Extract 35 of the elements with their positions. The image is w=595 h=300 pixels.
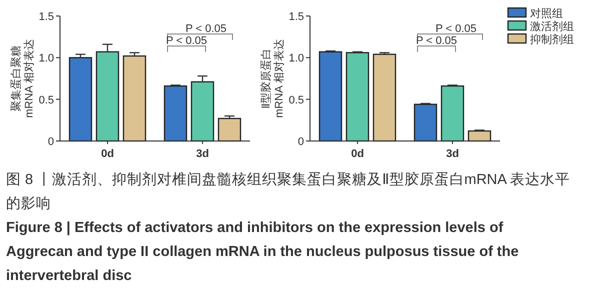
y-tick-label: 1.0 [288,52,304,65]
bar [218,118,242,142]
y-axis-title: Ⅱ型胶原蛋白 mRNA 相对表达 [260,39,286,118]
annotation: P < 0.05 [435,23,477,35]
y-tick-label: 1.5 [38,11,54,23]
bar [468,130,492,142]
x-tick-label: 3d [446,148,459,160]
annotation: P < 0.05 [185,23,227,35]
y-tick-label: 1.5 [288,11,304,23]
bar [96,51,120,142]
y-tick-label: 0 [298,136,304,148]
bar [190,81,214,142]
legend-label: 激活剂组 [530,20,574,33]
y-axis-title: 聚集蛋白聚糖 mRNA 相对表达 [10,39,36,118]
bar [372,54,396,142]
bar [414,104,438,142]
caption: Figure 8 | Effects of activators and inhibitors on the expression levels of Aggrecan and type II collagen mRNA in the nucleus pulposus tissue of the intervertebral disc [6,219,520,286]
annotation: P < 0.05 [416,35,458,47]
x-tick-label: 0d [351,148,364,160]
y-tick-label: 0 [48,136,54,148]
y-tick-label: 0.5 [38,94,54,106]
x-tick-label: 0d [101,148,114,160]
y-tick-label: 0.5 [288,94,304,106]
bar [164,85,188,142]
bar [346,52,370,142]
legend-label: 对照组 [530,7,563,20]
x-tick-label: 3d [196,148,209,160]
caption: 图 8 丨激活剂、抑制剂对椎间盘髓核组织聚集蛋白聚糖及Ⅱ型胶原蛋白mRNA 表达水平的影响 [6,170,571,214]
legend-label: 抑制剂组 [530,33,574,46]
bar [122,55,146,142]
y-tick-label: 1.0 [38,52,54,65]
annotation: P < 0.05 [166,35,208,47]
bar [68,57,92,142]
bar [318,51,342,142]
bar [440,85,464,142]
